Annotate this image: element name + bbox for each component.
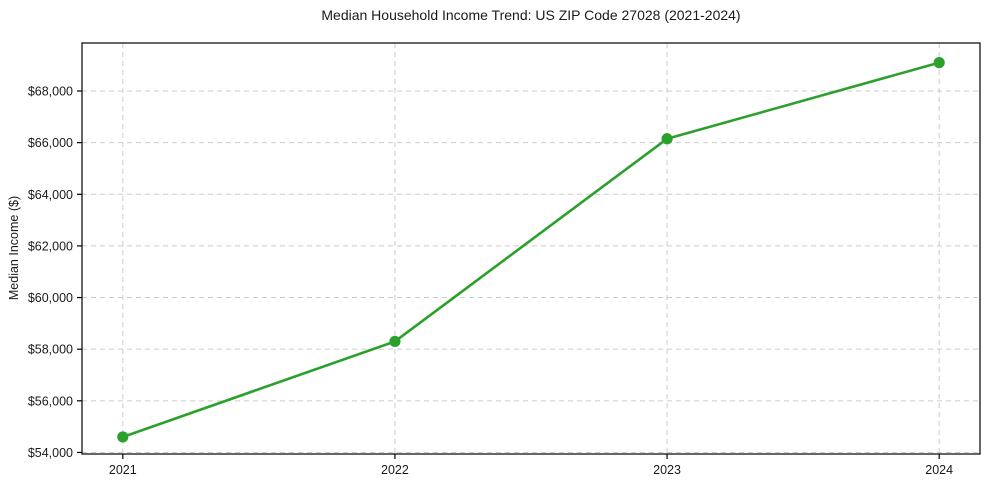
trend-line: [121, 61, 941, 439]
chart-title: Median Household Income Trend: US ZIP Co…: [321, 7, 741, 23]
x-tick-label: 2022: [381, 463, 409, 477]
data-point: [933, 57, 945, 69]
y-tick-label: $58,000: [28, 343, 73, 357]
x-tick-label: 2023: [653, 463, 681, 477]
y-tick-label: $54,000: [28, 446, 73, 460]
data-point: [389, 335, 401, 348]
y-tick-label: $62,000: [28, 239, 73, 253]
data-point: [117, 431, 129, 443]
y-tick-label: $66,000: [28, 136, 73, 150]
x-tick-label: 2024: [925, 463, 953, 477]
data-point: [661, 133, 673, 145]
y-tick-label: $64,000: [28, 188, 73, 202]
plot-border: [81, 42, 981, 455]
y-tick-label: $56,000: [28, 394, 73, 408]
x-tick-label: 2021: [109, 463, 137, 477]
y-tick-label: $68,000: [28, 85, 73, 99]
y-tick-label: $60,000: [28, 291, 73, 305]
